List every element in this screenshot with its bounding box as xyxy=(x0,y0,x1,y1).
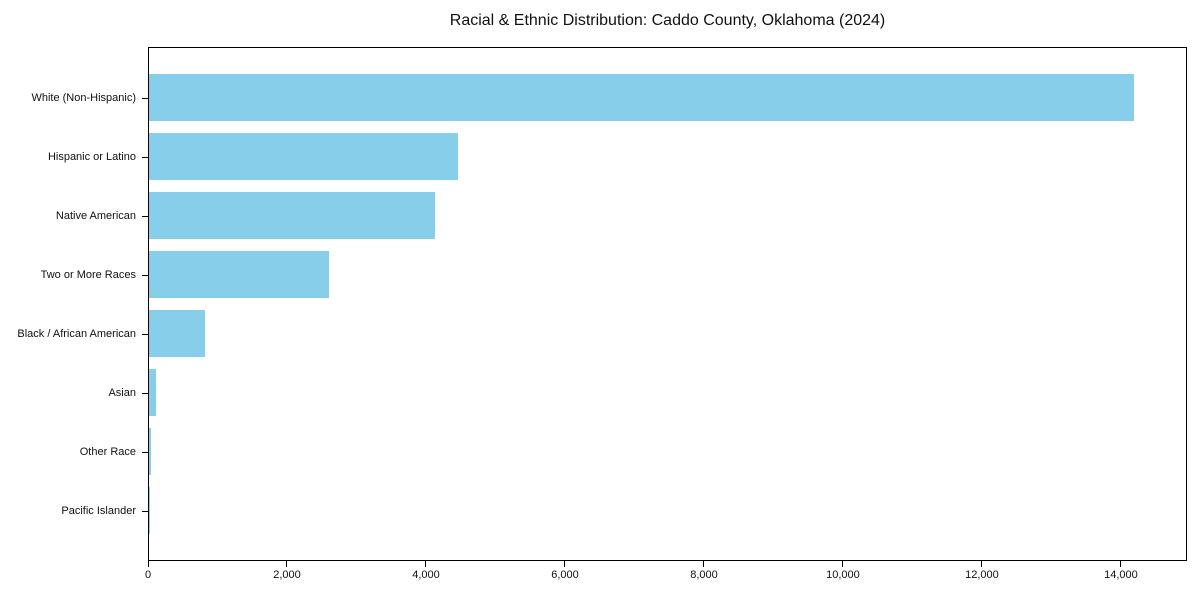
bar xyxy=(149,251,329,298)
x-tick-mark xyxy=(842,561,844,567)
y-tick-mark xyxy=(142,451,149,453)
x-tick-label: 2,000 xyxy=(273,569,301,581)
y-tick-mark xyxy=(142,510,149,512)
y-tick-mark xyxy=(142,215,149,217)
x-tick-label: 10,000 xyxy=(826,569,860,581)
bar-row: Two or More Races xyxy=(41,245,1186,304)
x-tick-mark xyxy=(286,561,288,567)
bar-row: Asian xyxy=(108,363,1186,422)
y-tick-label: Other Race xyxy=(79,445,136,458)
y-tick-mark xyxy=(142,333,149,335)
bar xyxy=(149,310,206,357)
plot-area: White (Non-Hispanic) Hispanic or Latino Na… xyxy=(17,47,1187,561)
y-tick-label: Hispanic or Latino xyxy=(47,150,136,163)
y-tick-mark xyxy=(142,274,149,276)
bar-row: Other Race xyxy=(80,422,1186,481)
bar xyxy=(149,74,1134,121)
y-tick-label: Native American xyxy=(55,209,136,222)
x-tick-mark xyxy=(147,561,149,567)
x-tick-label: 4,000 xyxy=(412,569,440,581)
bar xyxy=(149,369,157,416)
y-tick-mark xyxy=(142,392,149,394)
y-tick-label: Asian xyxy=(108,386,136,399)
bar-row: Black / African American xyxy=(17,304,1186,363)
bar-row: Hispanic or Latino xyxy=(48,127,1186,186)
bar-row: White (Non-Hispanic) xyxy=(31,68,1186,127)
y-tick-label: Pacific Islander xyxy=(61,504,136,517)
x-tick-mark xyxy=(564,561,566,567)
x-tick-mark xyxy=(1120,561,1122,567)
x-tick-label: 0 xyxy=(144,569,152,581)
y-tick-label: White (Non-Hispanic) xyxy=(31,91,136,104)
x-tick-mark xyxy=(425,561,427,567)
x-tick-label: 12,000 xyxy=(965,569,999,581)
x-tick-mark xyxy=(981,561,983,567)
x-tick-label: 6,000 xyxy=(551,569,579,581)
x-tick-mark xyxy=(703,561,705,567)
bar xyxy=(149,428,152,475)
x-tick-label: 8,000 xyxy=(690,569,718,581)
y-tick-label: Black / African American xyxy=(17,327,136,340)
chart-title: Racial & Ethnic Distribution: Caddo Coun… xyxy=(449,12,886,29)
bar xyxy=(149,192,436,239)
y-tick-mark xyxy=(142,97,149,99)
bar-row: Native American xyxy=(56,186,1186,245)
y-tick-mark xyxy=(142,156,149,158)
x-tick-label: 14,000 xyxy=(1104,569,1138,581)
bar-row: Pacific Islander xyxy=(61,481,1186,540)
bar-rows: White (Non-Hispanic) Hispanic or Latino Na… xyxy=(17,48,1186,560)
bar xyxy=(149,133,459,180)
x-axis: 0 2,000 4,000 6,000 8,000 10,000 12,000 14,000 xyxy=(144,561,1187,591)
y-tick-label: Two or More Races xyxy=(40,268,136,281)
